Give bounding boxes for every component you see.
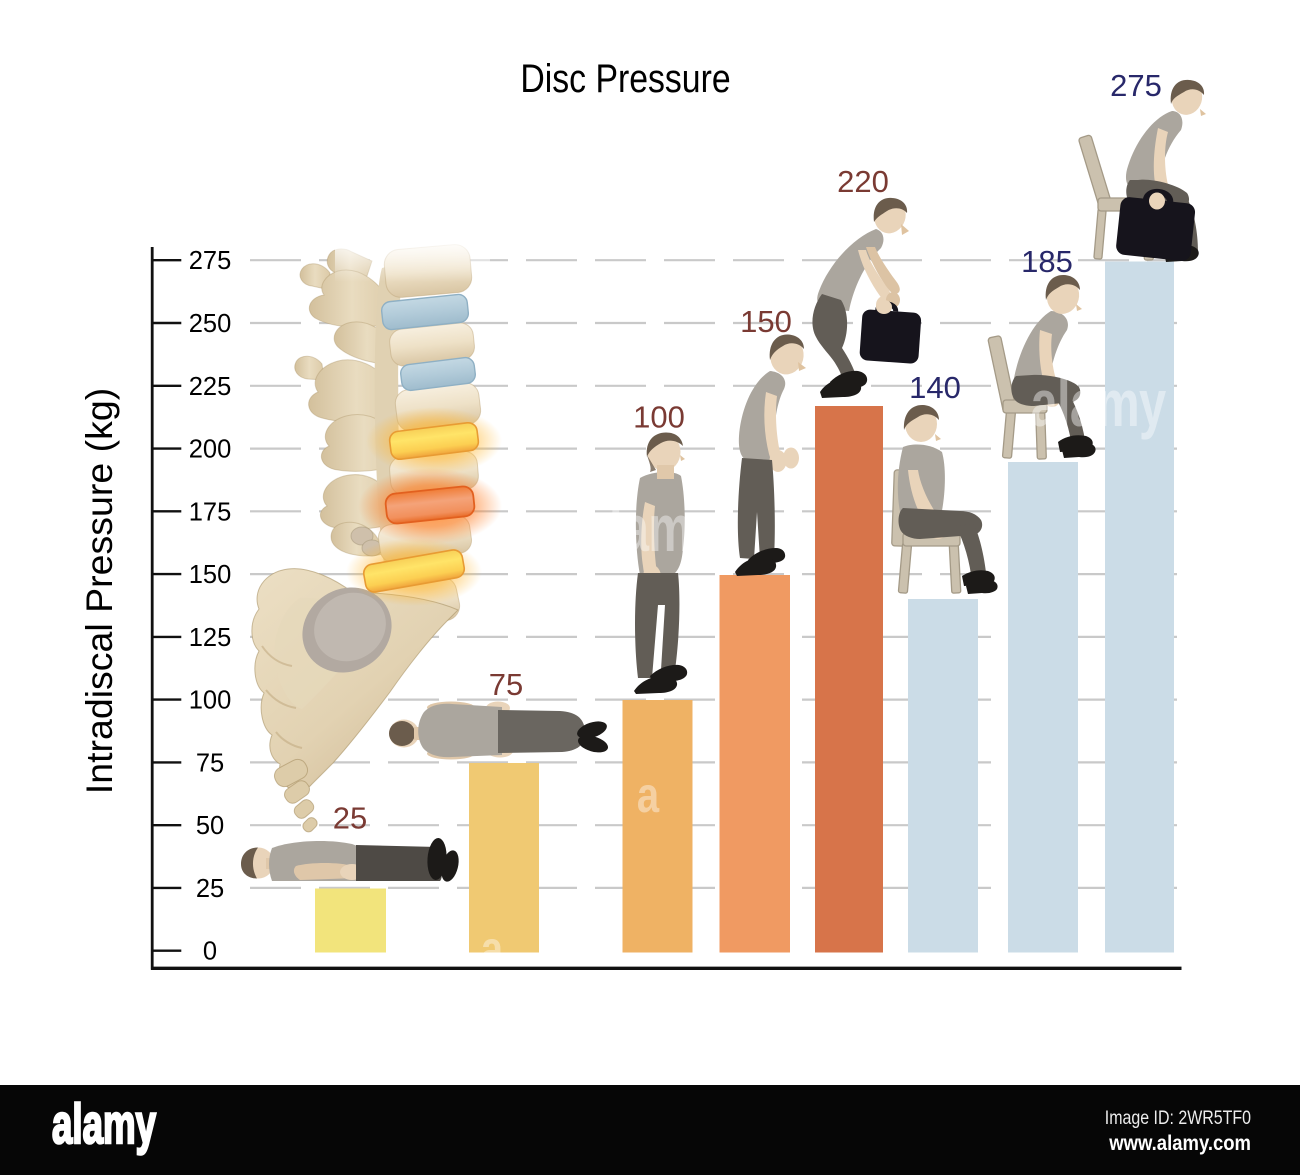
svg-text:175: 175 [189, 498, 232, 526]
svg-text:150: 150 [189, 561, 232, 589]
svg-text:100: 100 [189, 687, 232, 715]
svg-text:www.alamy.com: www.alamy.com [1108, 1132, 1251, 1156]
svg-text:a: a [637, 767, 660, 823]
svg-text:220: 220 [837, 164, 889, 199]
svg-text:Intradiscal Pressure (kg): Intradiscal Pressure (kg) [78, 388, 120, 794]
svg-text:150: 150 [740, 304, 792, 339]
svg-text:25: 25 [333, 801, 367, 836]
svg-text:Image ID: 2WR5TF0: Image ID: 2WR5TF0 [1105, 1107, 1251, 1129]
svg-text:75: 75 [489, 667, 523, 702]
svg-text:0: 0 [203, 938, 217, 966]
svg-text:100: 100 [633, 400, 685, 435]
svg-text:Disc Pressure: Disc Pressure [520, 55, 730, 100]
svg-text:225: 225 [189, 373, 232, 401]
svg-text:185: 185 [1021, 244, 1073, 279]
svg-text:275: 275 [1110, 68, 1162, 103]
svg-text:a: a [481, 921, 504, 977]
svg-text:alamy: alamy [1031, 367, 1166, 441]
svg-text:75: 75 [196, 749, 224, 777]
svg-text:alamy: alamy [52, 1093, 157, 1156]
svg-text:alamy: alamy [583, 492, 718, 566]
svg-text:50: 50 [196, 812, 224, 840]
svg-text:140: 140 [909, 370, 961, 405]
svg-text:250: 250 [189, 310, 232, 338]
svg-text:200: 200 [189, 436, 232, 464]
svg-text:125: 125 [189, 624, 232, 652]
svg-text:25: 25 [196, 875, 224, 903]
svg-text:275: 275 [189, 247, 232, 275]
